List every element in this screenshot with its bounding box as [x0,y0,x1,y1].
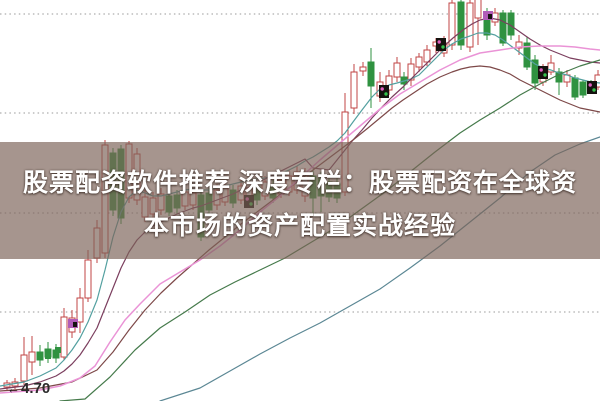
headline-line-1: 股票配资软件推荐 深度专栏：股票配资在全球资 [23,169,577,197]
candle [523,37,531,70]
candle [415,53,423,72]
signal-marker-black [436,38,446,51]
ma-line-ma20-darkred [0,65,600,392]
price-label: ← 4.70 [7,380,50,397]
candle [448,0,456,50]
candle [359,62,367,76]
candle [457,0,465,50]
signal-marker-black [538,66,548,79]
signal-marker-violet [68,319,78,328]
headline-overlay-band: 股票配资软件推荐 深度专栏：股票配资在全球资 本市场的资产配置实战经验 [0,142,600,259]
signal-marker-green-square [55,347,61,357]
left-arrow-icon: ← [7,381,20,396]
candle [407,58,415,86]
candle [393,57,401,82]
candle [531,55,539,90]
signal-marker-green-square [45,353,51,363]
price-label-value: 4.70 [21,380,51,397]
candle [28,336,36,375]
signal-marker-black [587,81,597,94]
candle [547,55,555,75]
candle [60,308,68,360]
candle [36,345,44,366]
candle [350,64,358,114]
signal-marker-black [379,85,389,98]
signal-marker-violet [483,11,493,20]
headline-line-2: 本市场的资产配置实战经验 [143,212,456,240]
candle [579,80,587,98]
candle [20,337,28,385]
candle [76,288,84,333]
